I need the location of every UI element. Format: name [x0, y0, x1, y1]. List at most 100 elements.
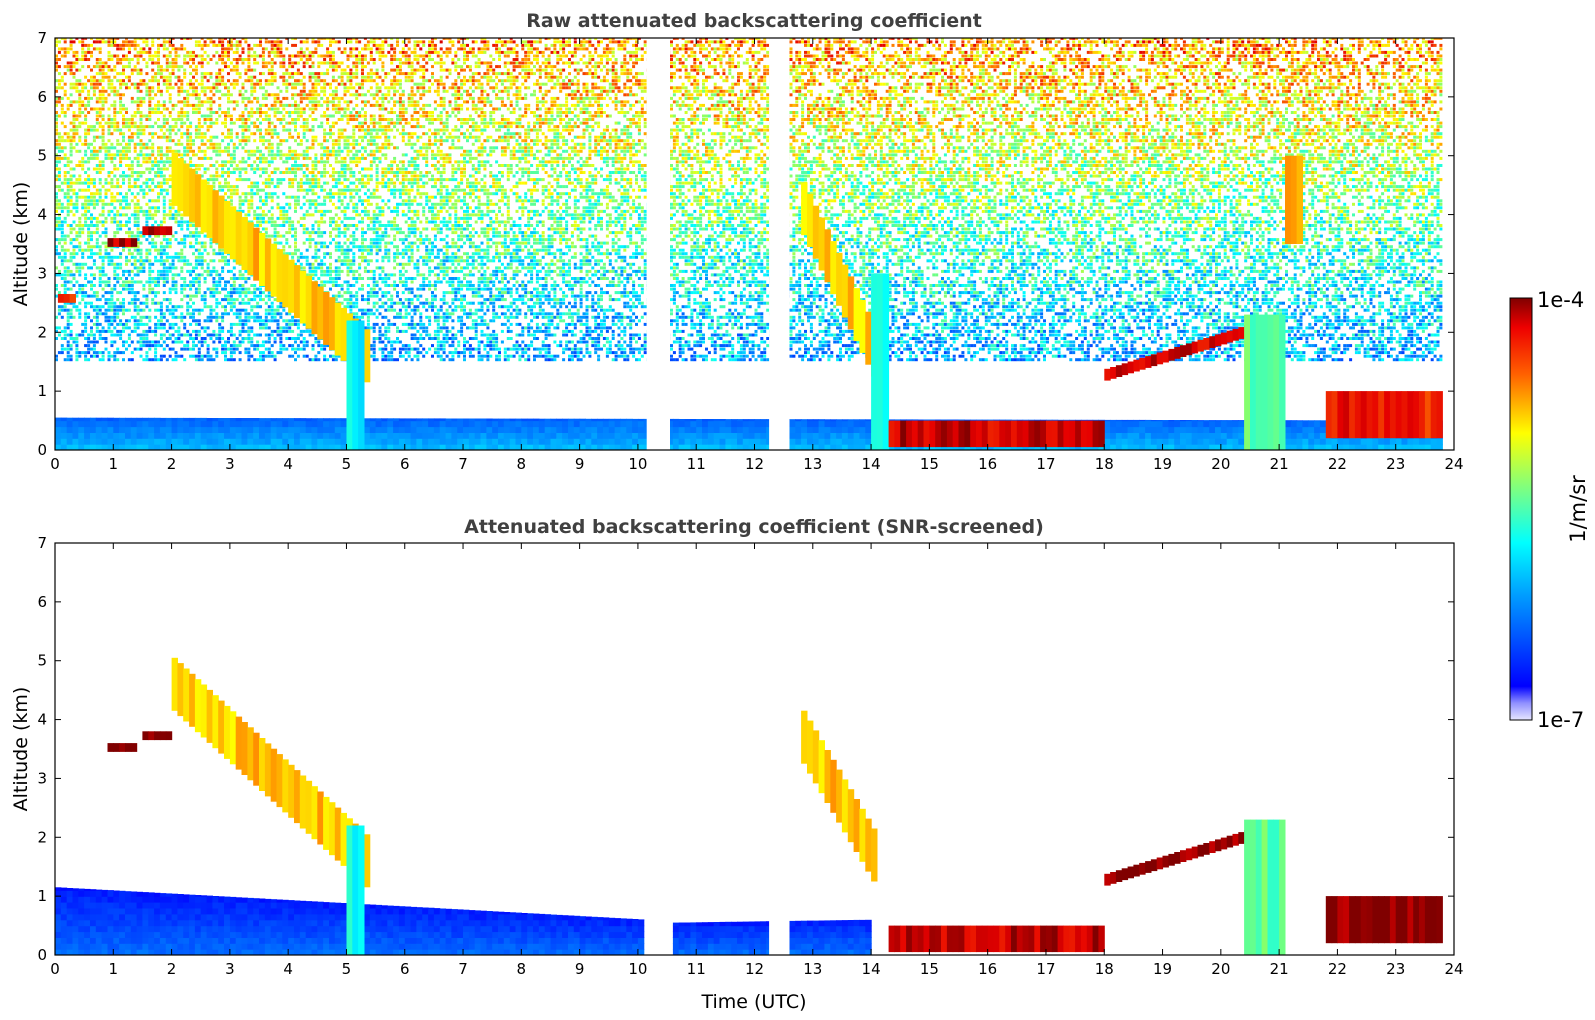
noise-pixel — [99, 281, 102, 284]
bl-cell — [854, 427, 860, 434]
bl-cell — [842, 419, 848, 421]
noise-pixel — [169, 62, 172, 65]
noise-pixel — [169, 203, 172, 206]
bl-cell — [615, 432, 621, 439]
noise-pixel — [125, 284, 128, 287]
noise-pixel — [175, 65, 178, 68]
bl-cell — [154, 421, 160, 428]
noise-pixel — [67, 171, 70, 174]
bl-cell — [160, 438, 166, 445]
noise-pixel — [145, 305, 148, 308]
bl-cell — [830, 421, 836, 428]
noise-pixel — [61, 97, 64, 100]
noise-pixel — [166, 122, 169, 125]
noise-pixel — [207, 358, 210, 361]
bl-cell — [1285, 420, 1291, 421]
noise-pixel — [201, 90, 204, 93]
noise-pixel — [253, 291, 256, 294]
noise-pixel — [177, 252, 180, 255]
noise-pixel — [180, 355, 183, 358]
bl-cell — [1110, 421, 1116, 428]
noise-pixel — [212, 270, 215, 273]
noise-pixel — [256, 224, 259, 227]
bl-cell — [1203, 420, 1209, 421]
noise-pixel — [99, 196, 102, 199]
bl-cell — [183, 427, 189, 434]
noise-pixel — [253, 185, 256, 188]
noise-pixel — [90, 79, 93, 82]
noise-pixel — [113, 69, 116, 72]
noise-pixel — [110, 330, 113, 333]
noise-pixel — [145, 358, 148, 361]
noise-pixel — [247, 118, 250, 121]
noise-pixel — [244, 136, 247, 139]
noise-pixel — [110, 323, 113, 326]
noise-pixel — [198, 168, 201, 171]
noise-pixel — [256, 221, 259, 224]
noise-pixel — [224, 281, 227, 284]
noise-pixel — [189, 157, 192, 160]
noise-pixel — [122, 206, 125, 209]
bl-cell — [364, 421, 370, 428]
bl-cell — [125, 418, 131, 421]
noise-pixel — [78, 355, 81, 358]
noise-pixel — [67, 235, 70, 238]
noise-pixel — [70, 228, 73, 231]
noise-pixel — [87, 245, 90, 248]
noise-pixel — [166, 90, 169, 93]
noise-pixel — [163, 259, 166, 262]
bl-cell — [137, 438, 143, 445]
noise-pixel — [105, 273, 108, 276]
noise-pixel — [110, 146, 113, 149]
noise-pixel — [75, 344, 78, 347]
bl-cell — [271, 432, 277, 439]
noise-pixel — [201, 55, 204, 58]
noise-pixel — [180, 153, 183, 156]
bl-cell — [1128, 420, 1134, 421]
bl-cell — [690, 427, 696, 434]
bl-cell — [801, 419, 807, 421]
noise-pixel — [204, 295, 207, 298]
noise-pixel — [210, 270, 213, 273]
noise-pixel — [84, 337, 87, 340]
noise-pixel — [230, 298, 233, 301]
noise-pixel — [183, 221, 186, 224]
bl-cell — [516, 427, 522, 434]
noise-pixel — [75, 231, 78, 234]
noise-pixel — [96, 108, 99, 111]
noise-pixel — [140, 189, 143, 192]
noise-pixel — [137, 157, 140, 160]
noise-pixel — [96, 224, 99, 227]
bl-cell — [1168, 427, 1174, 434]
noise-pixel — [90, 157, 93, 160]
noise-pixel — [142, 182, 145, 185]
noise-pixel — [96, 72, 99, 75]
bl-cell — [253, 427, 259, 434]
noise-pixel — [250, 309, 253, 312]
bl-cell — [1174, 420, 1180, 421]
noise-pixel — [210, 316, 213, 319]
noise-pixel — [198, 125, 201, 128]
noise-pixel — [180, 319, 183, 322]
noise-pixel — [140, 129, 143, 132]
noise-pixel — [90, 305, 93, 308]
noise-pixel — [250, 69, 253, 72]
bl-cell — [119, 438, 125, 445]
bl-cell — [242, 432, 248, 439]
bl-cell — [288, 427, 294, 434]
bl-cell — [271, 438, 277, 445]
noise-pixel — [134, 143, 137, 146]
noise-pixel — [247, 136, 250, 139]
noise-pixel — [166, 192, 169, 195]
noise-pixel — [90, 143, 93, 146]
noise-pixel — [108, 115, 111, 118]
noise-pixel — [96, 199, 99, 202]
noise-pixel — [134, 326, 137, 329]
noise-pixel — [84, 108, 87, 111]
noise-pixel — [230, 309, 233, 312]
noise-pixel — [189, 334, 192, 337]
noise-pixel — [70, 330, 73, 333]
bl-cell — [755, 427, 761, 434]
noise-pixel — [163, 122, 166, 125]
noise-pixel — [221, 168, 224, 171]
